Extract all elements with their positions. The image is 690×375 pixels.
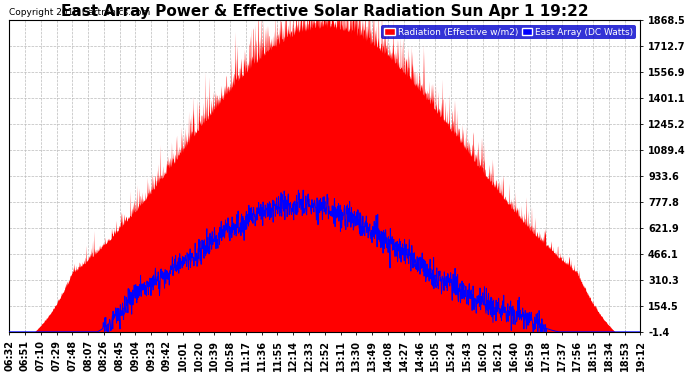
Title: East Array Power & Effective Solar Radiation Sun Apr 1 19:22: East Array Power & Effective Solar Radia… [61, 4, 589, 19]
Legend: Radiation (Effective w/m2), East Array (DC Watts): Radiation (Effective w/m2), East Array (… [382, 25, 636, 39]
Text: Copyright 2018 Cartronics.com: Copyright 2018 Cartronics.com [9, 8, 150, 17]
